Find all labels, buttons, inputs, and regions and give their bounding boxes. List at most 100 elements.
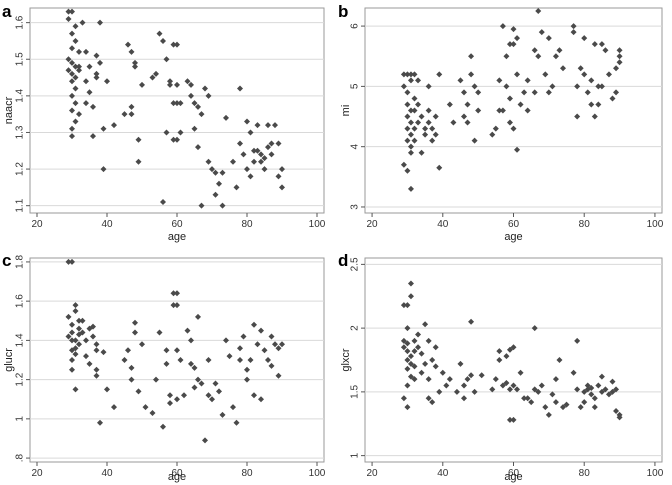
data-point-c-25	[86, 360, 93, 367]
data-point-d-34	[436, 388, 443, 395]
data-point-c-11	[72, 302, 79, 309]
data-point-a-45	[128, 111, 135, 118]
data-point-c-43	[139, 341, 145, 348]
data-point-b-48	[471, 83, 478, 90]
data-point-a-97	[247, 129, 254, 136]
data-point-a-18	[69, 92, 75, 99]
data-point-c-14	[76, 325, 82, 332]
data-point-d-64	[528, 399, 535, 406]
data-point-a-78	[198, 111, 205, 118]
data-point-c-35	[111, 404, 117, 411]
data-point-d-2	[407, 280, 414, 287]
data-point-d-18	[411, 348, 418, 355]
data-point-d-62	[521, 395, 528, 402]
data-point-a-89	[230, 158, 236, 165]
data-point-c-48	[160, 423, 166, 430]
data-point-d-73	[552, 399, 559, 406]
data-point-a-6	[69, 45, 75, 52]
data-point-c-23	[83, 353, 89, 360]
data-point-c-17	[76, 341, 82, 348]
data-point-d-86	[588, 385, 595, 392]
data-point-d-83	[584, 382, 591, 389]
data-point-a-56	[160, 199, 166, 206]
data-point-d-35	[439, 369, 446, 376]
data-point-d-67	[535, 388, 542, 395]
x-tick-label-d-3: 80	[579, 468, 591, 479]
data-point-c-46	[153, 376, 159, 383]
data-point-d-27	[425, 337, 432, 344]
data-point-c-9	[72, 351, 79, 358]
data-point-d-76	[563, 401, 570, 408]
data-point-d-16	[404, 404, 411, 411]
data-point-d-32	[432, 344, 439, 351]
data-point-a-58	[163, 129, 170, 136]
data-point-a-80	[205, 92, 212, 99]
data-point-c-52	[167, 400, 173, 407]
data-point-d-99	[616, 414, 623, 421]
data-point-a-85	[216, 180, 222, 187]
data-point-d-55	[506, 386, 513, 393]
data-point-a-1	[69, 8, 75, 15]
data-point-d-54	[506, 346, 513, 353]
data-point-a-95	[244, 166, 250, 173]
data-point-c-42	[135, 388, 142, 395]
data-point-c-72	[209, 396, 215, 403]
y-tick-label-a-4: 1.5	[15, 52, 26, 66]
y-tick-label-a-3: 1.4	[15, 88, 26, 102]
data-point-d-31	[429, 399, 436, 406]
data-point-b-16	[407, 149, 414, 156]
data-point-c-66	[195, 313, 201, 320]
data-point-d-52	[503, 353, 510, 360]
y-tick-label-d-0: 1	[350, 452, 361, 458]
data-point-b-3	[404, 89, 411, 96]
data-point-b-10	[407, 71, 414, 78]
data-point-b-7	[404, 137, 411, 144]
data-point-b-92	[584, 89, 591, 96]
data-point-b-79	[545, 35, 552, 42]
data-point-a-110	[272, 122, 278, 129]
data-point-b-34	[429, 137, 436, 144]
data-point-b-35	[432, 113, 439, 120]
data-point-c-59	[177, 357, 184, 363]
data-point-b-13	[407, 119, 414, 126]
data-point-a-5	[72, 37, 79, 44]
data-point-c-16	[72, 337, 79, 344]
y-tick-label-c-4: 1.6	[15, 294, 26, 308]
data-point-c-26	[90, 323, 96, 330]
data-point-a-31	[90, 103, 96, 110]
data-point-b-69	[517, 101, 524, 108]
data-point-a-42	[121, 111, 128, 118]
data-point-b-63	[510, 26, 517, 33]
y-tick-label-a-1: 1.2	[15, 162, 26, 176]
data-point-b-26	[418, 113, 425, 120]
data-point-d-22	[415, 344, 422, 351]
data-point-d-19	[411, 363, 418, 370]
data-point-d-15	[400, 395, 407, 402]
data-point-a-24	[69, 133, 75, 140]
data-point-c-75	[219, 411, 226, 418]
data-point-d-26	[422, 360, 429, 367]
data-point-c-57	[174, 347, 180, 354]
data-point-d-89	[595, 382, 602, 389]
data-point-a-76	[195, 103, 201, 110]
data-point-d-96	[613, 386, 620, 393]
data-point-a-65	[174, 81, 180, 88]
data-point-a-90	[233, 184, 240, 191]
y-axis-title-b: mi	[340, 105, 352, 117]
data-point-a-49	[135, 136, 142, 143]
data-point-c-87	[251, 392, 257, 399]
data-point-b-89	[577, 65, 584, 72]
panel-letter-a: a	[2, 2, 12, 21]
data-point-a-30	[83, 100, 89, 107]
data-point-b-14	[407, 131, 414, 138]
data-point-a-22	[72, 118, 79, 125]
data-point-c-30	[93, 366, 100, 373]
plot-frame-d	[364, 257, 663, 463]
y-axis-title-a: naacr	[3, 96, 15, 124]
data-point-b-68	[514, 146, 521, 153]
data-point-d-11	[407, 360, 414, 367]
data-point-c-60	[181, 392, 187, 399]
data-point-b-32	[425, 119, 432, 126]
data-point-b-2	[404, 71, 411, 78]
data-point-a-111	[275, 173, 282, 180]
